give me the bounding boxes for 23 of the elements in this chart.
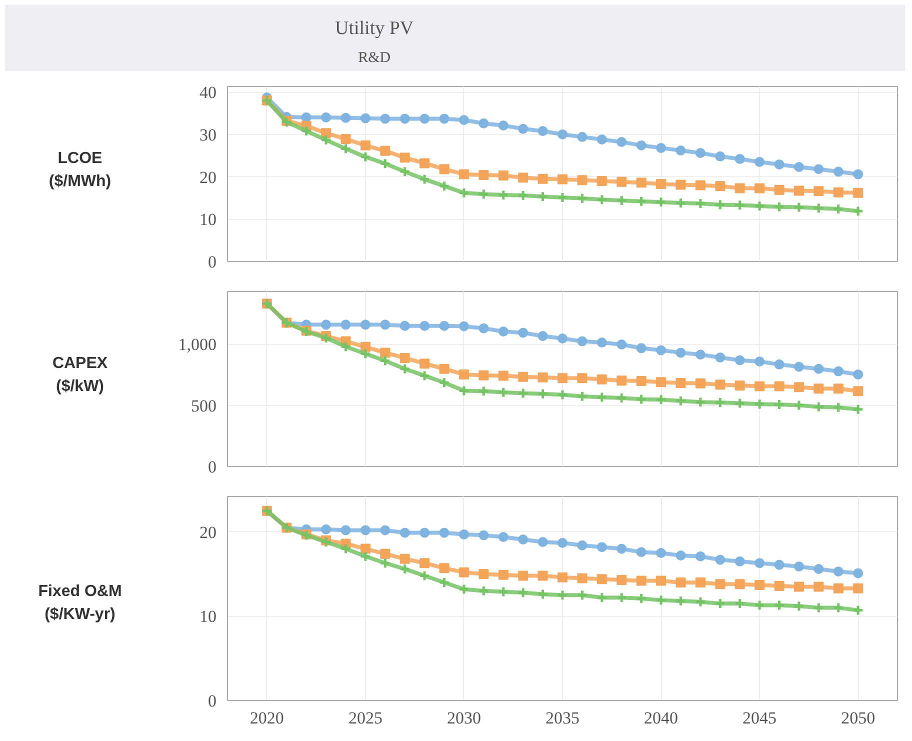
y-axis-title: CAPEX ($/kW): [51, 354, 109, 397]
y-tick-label: 10: [200, 607, 216, 626]
x-tick-label: 2045: [742, 708, 777, 728]
y-tick-label: 30: [200, 125, 216, 144]
y-tick-label: 20: [200, 522, 216, 542]
y-tick-label: 40: [200, 83, 216, 102]
y-tick-label: 0: [208, 252, 216, 272]
x-tick-label: 2035: [546, 708, 580, 728]
chart-title: Utility PV: [335, 17, 414, 41]
x-tick-label: 2050: [841, 708, 876, 728]
y-tick-label: 500: [191, 396, 216, 416]
chart-subtitle: R&D: [357, 49, 392, 68]
y-tick-label: 10: [200, 210, 216, 230]
x-tick-label: 2040: [644, 708, 678, 728]
y-axis-title: Fixed O&M ($/KW-yr): [37, 582, 123, 625]
y-tick-label: 0: [208, 458, 216, 476]
y-tick-label: 1,000: [178, 335, 216, 354]
y-tick-label: 0: [208, 692, 216, 710]
x-tick-label: 2020: [250, 708, 284, 728]
x-tick-label: 2025: [348, 708, 382, 728]
y-axis-title: LCOE ($/MWh): [48, 149, 112, 192]
x-tick-label: 2030: [446, 708, 481, 728]
y-tick-label: 20: [200, 168, 216, 187]
